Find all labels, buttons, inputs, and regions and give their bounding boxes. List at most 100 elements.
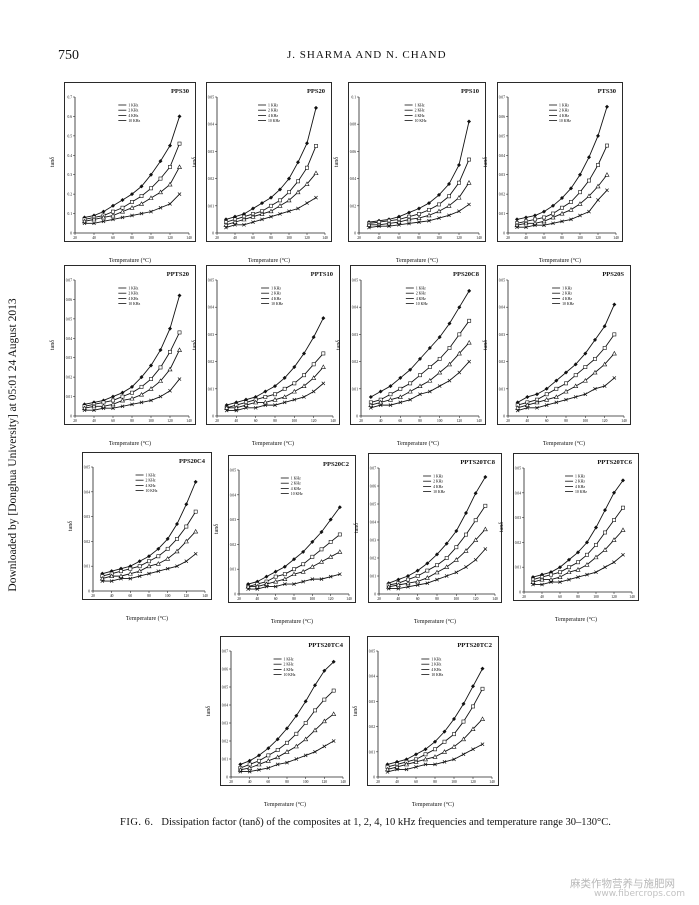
x-tick-label: 100: [577, 236, 583, 240]
y-axis-label: tanδ: [192, 339, 199, 351]
data-point: [578, 172, 582, 177]
x-tick-label: 60: [111, 419, 115, 423]
x-tick-label: 80: [292, 597, 296, 601]
data-point: [322, 697, 327, 702]
chart-panel: PPTS20TC4 tanδ Temperature (°C) 0 0.01 0.02 0.…: [206, 636, 350, 808]
data-point: [232, 219, 238, 225]
y-tick-label: 0.04: [369, 675, 375, 679]
chart-title: PPTS20TC4: [308, 642, 343, 649]
y-tick-label: 0.04: [370, 521, 376, 525]
x-tick-label: 40: [110, 594, 114, 598]
y-tick-label: 0.01: [66, 395, 72, 399]
y-tick-label: 0.07: [66, 279, 72, 283]
data-point: [446, 203, 452, 208]
x-tick-label: 20: [506, 419, 510, 423]
data-point: [319, 547, 324, 552]
data-point: [452, 732, 456, 737]
y-tick-label: 0.05: [352, 279, 358, 283]
data-point: [368, 405, 373, 410]
data-point: [467, 202, 471, 207]
data-point: [321, 718, 327, 724]
y-tick-label: 0.05: [222, 686, 228, 690]
data-point: [533, 213, 537, 218]
data-point: [551, 221, 555, 226]
y-tick-label: 0.04: [84, 490, 90, 494]
data-point: [311, 389, 316, 394]
data-point: [388, 384, 393, 389]
y-tick-label: 0.06: [370, 485, 376, 489]
chart-svg: 0 0.01 0.02 0.03 0.04 0.05 20 40 60 80 100 120 140 1 …: [499, 279, 627, 424]
running-head: J. SHARMA AND N. CHAND: [287, 49, 447, 61]
data-point: [433, 739, 437, 744]
data-point: [278, 187, 282, 192]
data-point: [398, 375, 403, 380]
data-point: [540, 582, 544, 587]
legend-label: 4 KHz: [575, 485, 585, 489]
legend-label: 4 KHz: [128, 297, 138, 301]
legend-label: 2 KHz: [562, 292, 572, 296]
x-tick-label: 80: [147, 594, 151, 598]
data-point: [337, 572, 342, 577]
y-tick-label: 0.04: [208, 306, 214, 310]
data-point: [302, 351, 306, 356]
data-point: [273, 403, 277, 407]
data-point: [263, 395, 268, 399]
x-tick-label: 140: [492, 597, 498, 601]
data-point: [238, 762, 243, 767]
x-tick-label: 20: [91, 594, 95, 598]
data-point: [398, 386, 403, 391]
data-point: [275, 748, 280, 752]
legend-label: 4 KHz: [416, 297, 426, 301]
y-tick-label: 0.03: [499, 333, 505, 337]
series-line-3: [84, 378, 180, 411]
data-point: [408, 367, 413, 372]
data-point: [177, 114, 182, 119]
chart-title: PPS10: [460, 88, 479, 95]
y-tick-label: 0.05: [499, 134, 505, 138]
data-point: [378, 399, 384, 405]
chart-svg: 0 0.01 0.02 0.03 0.04 0.05 20 40 60 80 100 120 140 1 …: [208, 96, 328, 241]
x-tick-label: 60: [542, 236, 546, 240]
data-point: [158, 365, 163, 370]
data-point: [582, 378, 588, 383]
data-point: [301, 549, 306, 554]
y-tick-label: 0.05: [208, 96, 214, 100]
data-point: [158, 159, 163, 164]
data-point: [584, 562, 590, 567]
page-number: 750: [58, 48, 79, 63]
data-point: [168, 165, 172, 169]
data-point: [550, 214, 556, 220]
x-tick-label: 60: [414, 780, 418, 784]
data-point: [138, 392, 145, 397]
data-point: [524, 402, 530, 408]
data-point: [111, 209, 115, 214]
y-tick-label: 0.01: [84, 565, 90, 569]
data-point: [311, 375, 317, 380]
legend-label: 4 KHz: [431, 668, 441, 672]
data-point: [417, 383, 423, 388]
chart-panel: PPS20S tanδ Temperature (°C) 0 0.01 0.02 0.03 0…: [483, 265, 631, 447]
x-tick-label: 120: [470, 780, 476, 784]
legend-label: 1 KHz: [128, 104, 138, 108]
data-point: [128, 576, 133, 581]
data-point: [238, 769, 243, 774]
data-point: [177, 192, 182, 196]
data-point: [567, 577, 571, 582]
data-point: [539, 576, 545, 582]
x-tick-label: 100: [451, 780, 457, 784]
caption-label: FIG. 6.: [120, 817, 154, 828]
x-tick-label: 40: [524, 236, 528, 240]
y-tick-label: 0: [519, 591, 521, 595]
legend-label: 1 KHz: [271, 287, 281, 291]
legend-label: 2 KHz: [284, 663, 294, 667]
data-point: [602, 324, 607, 329]
legend-label: 4 KHz: [284, 668, 294, 672]
data-point: [303, 736, 309, 742]
legend-label: 4 KHz: [559, 114, 569, 118]
chart-svg: 0 0.01 0.02 0.03 0.04 0.05 20 40 60 80 100 120 140 1 …: [352, 279, 482, 424]
data-point: [273, 384, 277, 389]
data-point: [184, 559, 189, 564]
data-point: [247, 758, 252, 763]
x-tick-label: 40: [92, 419, 96, 423]
data-point: [407, 221, 411, 226]
